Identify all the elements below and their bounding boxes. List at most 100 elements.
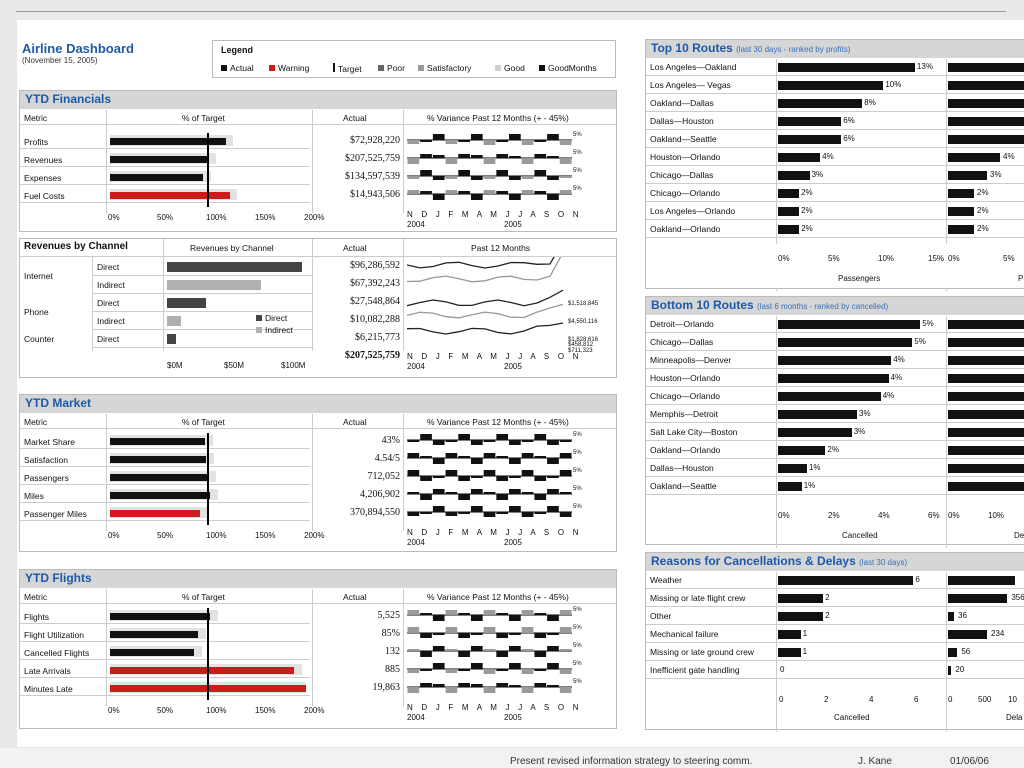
row-divider	[646, 332, 1024, 333]
row-divider	[646, 660, 1024, 661]
channel-sparklines	[407, 257, 564, 335]
row-label: Other	[650, 611, 672, 621]
month-axis-label: N D J F M A M J J A S O N	[407, 528, 582, 537]
target-line	[207, 133, 209, 207]
row-divider	[20, 184, 310, 185]
value-bar	[778, 428, 852, 437]
metric-actual-value: $207,525,759	[345, 153, 400, 164]
axis-tick-label: 2	[824, 695, 829, 704]
metric-actual-value: 43%	[381, 435, 400, 446]
row-divider	[20, 520, 310, 521]
spark-threshold-label: 5%	[573, 625, 582, 631]
metric-actual-bar	[110, 631, 199, 638]
month-axis-label: N D J F M A M J J A S O N	[407, 703, 582, 712]
metric-actual-value: 5,525	[377, 610, 401, 621]
column-divider	[163, 239, 164, 351]
row-label: Oakland—Orlando	[650, 224, 721, 234]
metric-label: Satisfaction	[24, 455, 68, 465]
row-divider	[646, 624, 1024, 625]
value-bar	[778, 410, 857, 419]
axis-title: Dela	[1006, 713, 1023, 722]
axis-title: P	[1018, 274, 1024, 283]
footer-task: Present revised information strategy to …	[510, 756, 753, 767]
channel-type-label: Direct	[97, 334, 120, 344]
axis-tick-label: 0%	[948, 511, 960, 520]
value-label: 2	[825, 593, 830, 602]
metric-label: Flights	[24, 612, 50, 622]
value-label: 8%	[864, 98, 876, 107]
value-label: 4%	[890, 373, 903, 382]
right-bar	[948, 464, 1024, 473]
value-bar	[778, 648, 801, 657]
channel-spark-end: $1,518,845	[568, 301, 599, 307]
right-value-label: 2%	[977, 206, 989, 215]
year-2004-label: 2004	[407, 538, 425, 547]
column-divider	[403, 110, 404, 213]
row-label: Weather	[650, 575, 682, 585]
axis-tick-label: 0%	[778, 254, 790, 263]
ytd-flights-panel: YTD Flights Metric % of Target Actual % Var…	[19, 569, 617, 729]
channel-actual-value: $6,215,773	[355, 332, 400, 343]
value-label: 3%	[853, 427, 866, 436]
axis-tick-label: 150%	[255, 213, 276, 222]
column-past: Past 12 Months	[471, 243, 531, 253]
axis-title: Cancelled	[842, 531, 878, 540]
row-divider	[646, 440, 1024, 441]
right-bar	[948, 356, 1024, 365]
metric-actual-bar	[110, 138, 226, 145]
value-label: 6%	[843, 134, 855, 143]
channel-legend-direct: Direct	[256, 313, 287, 323]
window-top-border	[16, 11, 1006, 12]
channel-sparkline	[407, 257, 562, 283]
value-label: 1	[802, 647, 808, 656]
right-value-label: 4%	[1003, 152, 1015, 161]
delay-bar	[948, 648, 958, 657]
value-label: 2	[825, 611, 830, 620]
channel-group-label: Internet	[24, 271, 53, 281]
row-divider	[646, 678, 1024, 679]
top-10-routes-panel: Top 10 Routes (last 30 days - ranked by …	[645, 39, 1024, 291]
row-label: Oakland—Seattle	[650, 481, 717, 491]
channel-spark-end-extra: $711,323	[568, 348, 593, 354]
row-divider	[646, 75, 1024, 76]
channel-bar	[167, 262, 302, 272]
row-label: Chicago—Dallas	[650, 170, 714, 180]
year-2004-label: 2004	[407, 362, 425, 371]
value-bar	[778, 482, 802, 491]
channel-axis-label: $50M	[224, 361, 245, 370]
panel-title: Bottom 10 Routes (last 6 months - ranked…	[646, 297, 1024, 315]
column-actual: Actual	[343, 592, 367, 602]
value-bar	[778, 338, 913, 347]
channel-axis-label: $100M	[281, 361, 306, 370]
spark-threshold-label: 5%	[573, 504, 582, 510]
metric-actual-value: $134,597,539	[345, 171, 400, 182]
spark-threshold-label: 5%	[573, 643, 582, 649]
variance-sparkline	[407, 610, 572, 621]
row-label: Dallas—Houston	[650, 463, 714, 473]
row-divider	[646, 201, 1024, 202]
right-bar	[948, 153, 1000, 162]
delay-value-label: 20	[955, 665, 965, 674]
column-metric: Metric	[24, 592, 48, 602]
metric-actual-bar	[110, 667, 295, 674]
spark-threshold-label: 5%	[573, 661, 582, 667]
value-bar	[778, 189, 800, 198]
value-label: 1%	[808, 463, 821, 472]
row-label: Oakland—Seattle	[650, 134, 717, 144]
row-divider	[646, 404, 1024, 405]
spark-threshold-label: 5%	[573, 168, 582, 174]
right-bar	[948, 171, 987, 180]
row-divider	[646, 368, 1024, 369]
channel-actual-value: $27,548,864	[350, 296, 400, 307]
row-divider	[92, 275, 312, 276]
delay-value-label: 36	[958, 611, 967, 620]
value-bar	[778, 81, 884, 90]
metric-actual-bar	[110, 174, 204, 181]
metric-label: Profits	[24, 137, 49, 147]
value-bar	[778, 630, 801, 639]
channel-sparkline	[407, 289, 564, 307]
row-label: Chicago—Orlando	[650, 391, 720, 401]
variance-sparkline	[407, 627, 572, 638]
channel-sparkline	[407, 257, 555, 269]
row-divider	[20, 484, 310, 485]
